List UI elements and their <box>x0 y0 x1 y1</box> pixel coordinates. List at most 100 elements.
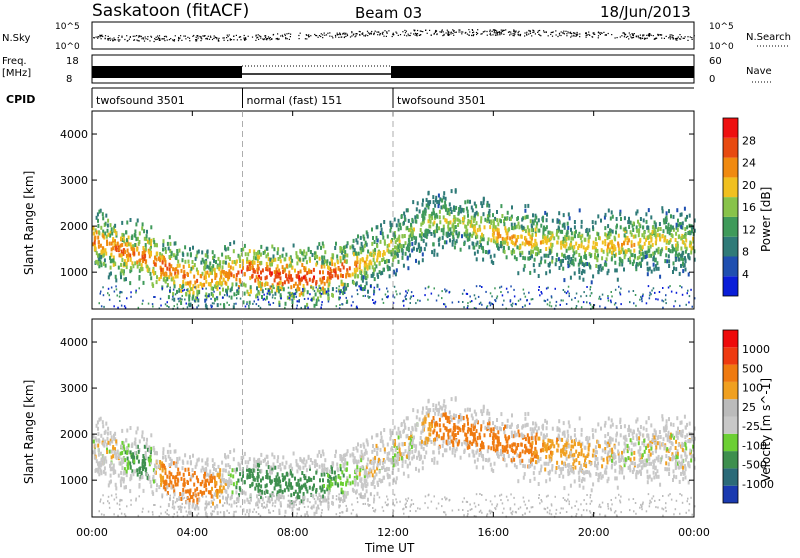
noise-point <box>598 35 599 36</box>
noise-point <box>299 38 300 39</box>
power-cell <box>669 285 671 287</box>
power-cell <box>635 265 637 269</box>
power-cell <box>524 256 526 260</box>
power-cell <box>689 214 691 218</box>
power-cell <box>308 247 310 251</box>
noise-point <box>141 36 142 37</box>
power-cell <box>590 254 592 258</box>
power-cell <box>513 250 515 254</box>
freq-bar-1 <box>92 66 242 78</box>
power-cell <box>686 225 688 229</box>
noise-point <box>318 37 319 38</box>
noise-point <box>529 30 530 31</box>
noise-point <box>587 34 588 35</box>
power-cell <box>244 244 246 248</box>
power-cell <box>649 292 651 294</box>
power-cell <box>431 216 433 220</box>
velocity-cell <box>156 488 158 492</box>
velocity-cell <box>188 472 190 476</box>
power-cell <box>213 302 215 304</box>
power-cell <box>469 200 471 204</box>
power-cell <box>660 227 662 231</box>
power-cell <box>233 274 235 278</box>
power-cell <box>373 293 375 295</box>
velocity-cell <box>409 451 411 455</box>
power-cell <box>302 288 304 290</box>
power-cell <box>196 290 198 294</box>
noise-point <box>198 38 199 39</box>
noise-point <box>105 35 106 36</box>
power-cell <box>655 238 657 242</box>
velocity-cell <box>520 443 522 447</box>
power-cell <box>111 242 113 246</box>
power-cell <box>220 303 222 305</box>
power-cell <box>444 201 446 205</box>
power-cell <box>582 278 584 282</box>
power-cell <box>173 298 175 302</box>
noise-point <box>458 29 459 30</box>
velocity-cell <box>600 476 602 480</box>
power-cell <box>484 218 486 222</box>
power-cell <box>298 275 300 279</box>
velocity-cell <box>406 455 408 459</box>
noise-point <box>133 36 134 37</box>
power-cell <box>290 263 292 267</box>
power-cell <box>103 262 105 266</box>
power-cell <box>556 230 558 234</box>
power-cell <box>673 261 675 265</box>
noise-point <box>495 35 496 36</box>
power-cell <box>414 215 416 219</box>
power-cell <box>184 245 186 249</box>
power-cell <box>233 292 235 296</box>
power-cell <box>153 296 155 298</box>
velocity-cell <box>292 508 294 512</box>
power-cell <box>387 291 389 293</box>
power-cell <box>177 264 179 268</box>
noise-point <box>329 32 330 33</box>
power-cell <box>280 293 282 297</box>
power-cell <box>359 270 361 274</box>
power-cell <box>337 276 339 280</box>
noise-point <box>630 36 631 37</box>
noise-point <box>642 35 643 36</box>
velocity-cell <box>282 455 284 459</box>
noise-point <box>373 34 374 35</box>
power-cell <box>675 300 677 302</box>
noise-point <box>371 33 372 34</box>
power-cell <box>327 277 329 281</box>
power-cell <box>274 278 276 282</box>
velocity-cell <box>534 477 536 481</box>
power-cell <box>133 251 135 255</box>
power-cell <box>595 264 597 268</box>
power-cell <box>98 240 100 244</box>
power-cell <box>363 235 365 239</box>
noise-point <box>683 38 684 39</box>
power-cell <box>412 230 414 234</box>
power-cell <box>521 218 523 222</box>
power-cell <box>102 212 104 216</box>
power-cell <box>652 243 654 247</box>
power-cell <box>310 299 312 301</box>
power-cell <box>637 209 639 213</box>
velocity-cell <box>327 504 329 508</box>
power-cell <box>134 261 136 265</box>
noise-point <box>676 39 677 40</box>
power-cell <box>618 234 620 238</box>
power-cell <box>107 224 109 228</box>
velocity-cell <box>658 455 660 459</box>
power-cell <box>357 289 359 291</box>
noise-point <box>570 37 571 38</box>
power-cell <box>678 253 680 257</box>
power-cell <box>268 304 270 306</box>
power-cell <box>367 274 369 278</box>
power-cell <box>219 260 221 264</box>
power-cell <box>162 268 164 272</box>
power-cell <box>608 269 610 273</box>
velocity-cell <box>349 454 351 458</box>
power-cell <box>386 288 388 290</box>
power-cell <box>422 213 424 217</box>
noise-point <box>473 32 474 33</box>
power-cell <box>197 271 199 275</box>
noise-point <box>306 34 307 35</box>
power-cell <box>467 214 469 218</box>
